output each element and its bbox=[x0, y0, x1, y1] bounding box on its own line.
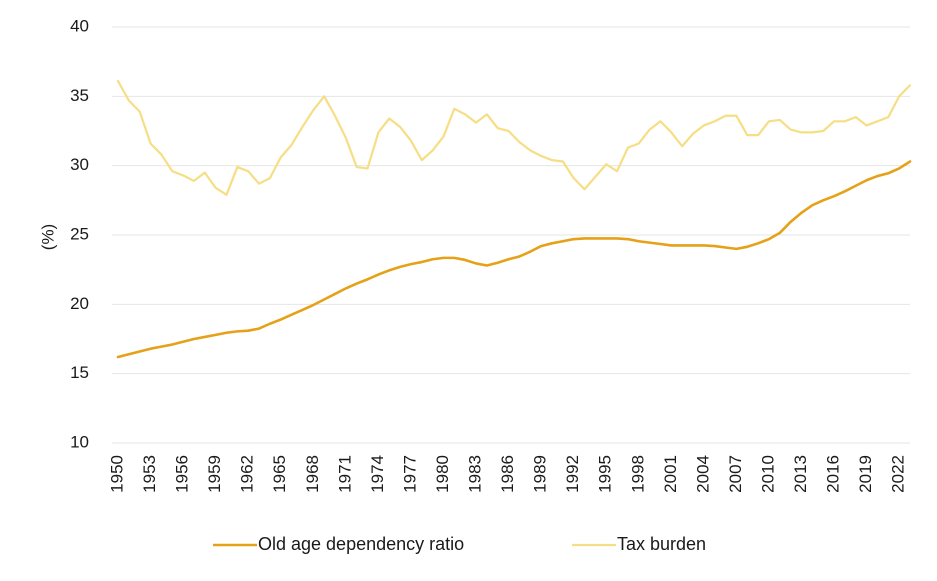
y-tick-label: 10 bbox=[70, 432, 89, 451]
x-tick-label: 1995 bbox=[596, 455, 615, 493]
y-tick-label: 35 bbox=[70, 86, 89, 105]
x-tick-label: 1953 bbox=[140, 455, 159, 493]
y-axis-label: (%) bbox=[38, 224, 57, 250]
series-lines bbox=[116, 79, 912, 359]
x-tick-label: 1962 bbox=[238, 455, 257, 493]
x-tick-label: 1974 bbox=[368, 455, 387, 493]
x-tick-label: 1956 bbox=[173, 455, 192, 493]
x-tick-label: 1968 bbox=[303, 455, 322, 493]
x-tick-label: 1980 bbox=[433, 455, 452, 493]
x-tick-label: 2022 bbox=[889, 455, 908, 493]
x-tick-label: 1965 bbox=[270, 455, 289, 493]
y-tick-label: 15 bbox=[70, 363, 89, 382]
x-tick-label: 2019 bbox=[856, 455, 875, 493]
y-tick-label: 20 bbox=[70, 294, 89, 313]
x-tick-label: 1986 bbox=[498, 455, 517, 493]
x-tick-label: 1971 bbox=[335, 455, 354, 493]
x-tick-label: 1977 bbox=[400, 455, 419, 493]
x-axis: 1950 1953 1956 1959 1962 1965 1968 1971 1974 1977… bbox=[107, 455, 907, 493]
series-line-old-age-dependency-ratio bbox=[116, 160, 912, 359]
x-tick-label: 1998 bbox=[628, 455, 647, 493]
x-tick-label: 1950 bbox=[107, 455, 126, 493]
x-tick-label: 1992 bbox=[563, 455, 582, 493]
y-tick-label: 25 bbox=[70, 224, 89, 243]
x-tick-label: 2016 bbox=[824, 455, 843, 493]
x-tick-label: 1983 bbox=[466, 455, 485, 493]
x-tick-label: 2007 bbox=[726, 455, 745, 493]
x-tick-label: 2001 bbox=[661, 455, 680, 493]
y-tick-label: 30 bbox=[70, 155, 89, 174]
x-tick-label: 1959 bbox=[205, 455, 224, 493]
x-tick-label: 2004 bbox=[693, 455, 712, 493]
x-tick-label: 2010 bbox=[758, 455, 777, 493]
legend-label: Old age dependency ratio bbox=[258, 534, 464, 554]
x-tick-label: 1989 bbox=[531, 455, 550, 493]
grid-lines bbox=[112, 26, 910, 444]
series-line-tax-burden bbox=[116, 79, 912, 196]
legend: Old age dependency ratio Tax burden bbox=[213, 534, 706, 554]
legend-label: Tax burden bbox=[617, 534, 706, 554]
y-axis: 10 15 20 25 30 35 40 bbox=[70, 16, 89, 451]
x-tick-label: 2013 bbox=[791, 455, 810, 493]
y-tick-label: 40 bbox=[70, 16, 89, 35]
